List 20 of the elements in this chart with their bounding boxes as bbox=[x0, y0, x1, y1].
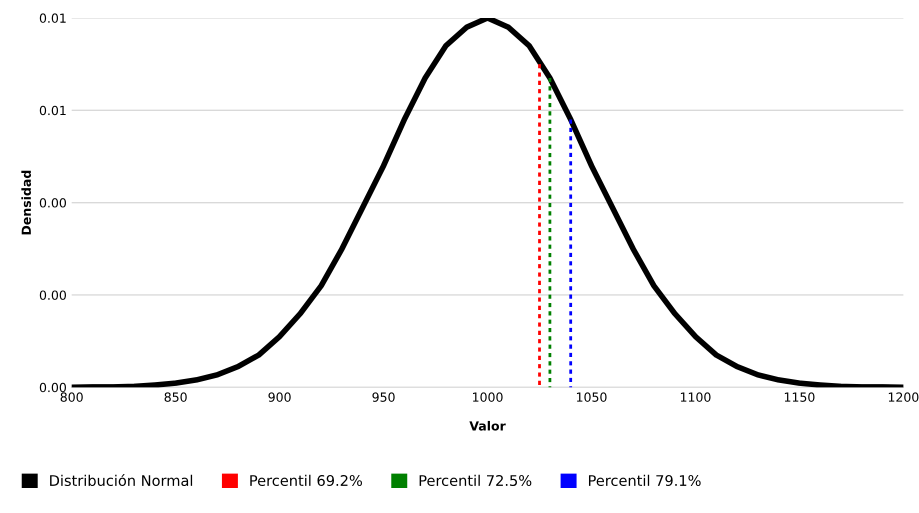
y-axis-title: Densidad bbox=[21, 170, 32, 234]
legend-label: Percentil 72.5% bbox=[420, 474, 532, 486]
x-tick-label: 1000 bbox=[472, 392, 503, 402]
legend-label: Distribución Normal bbox=[50, 474, 192, 486]
x-tick-label: 800 bbox=[60, 392, 83, 402]
x-tick-label: 900 bbox=[268, 392, 291, 402]
x-tick-label: 1150 bbox=[784, 392, 814, 402]
x-tick-label: 850 bbox=[164, 392, 187, 402]
x-tick-label: 1200 bbox=[888, 392, 918, 402]
y-tick-label: 0.01 bbox=[40, 106, 66, 116]
x-tick-label: 1100 bbox=[680, 392, 711, 402]
y-tick-label: 0.01 bbox=[40, 13, 66, 23]
y-tick-label: 0.00 bbox=[40, 198, 66, 208]
x-tick-label: 1050 bbox=[576, 392, 607, 402]
legend-label: Percentil 79.1% bbox=[588, 474, 701, 486]
y-tick-label: 0.00 bbox=[40, 382, 66, 392]
x-axis-title: Valor bbox=[469, 420, 506, 431]
legend-label: Percentil 69.2% bbox=[250, 474, 362, 486]
x-tick-label: 950 bbox=[372, 392, 395, 402]
y-tick-label: 0.00 bbox=[40, 290, 66, 300]
